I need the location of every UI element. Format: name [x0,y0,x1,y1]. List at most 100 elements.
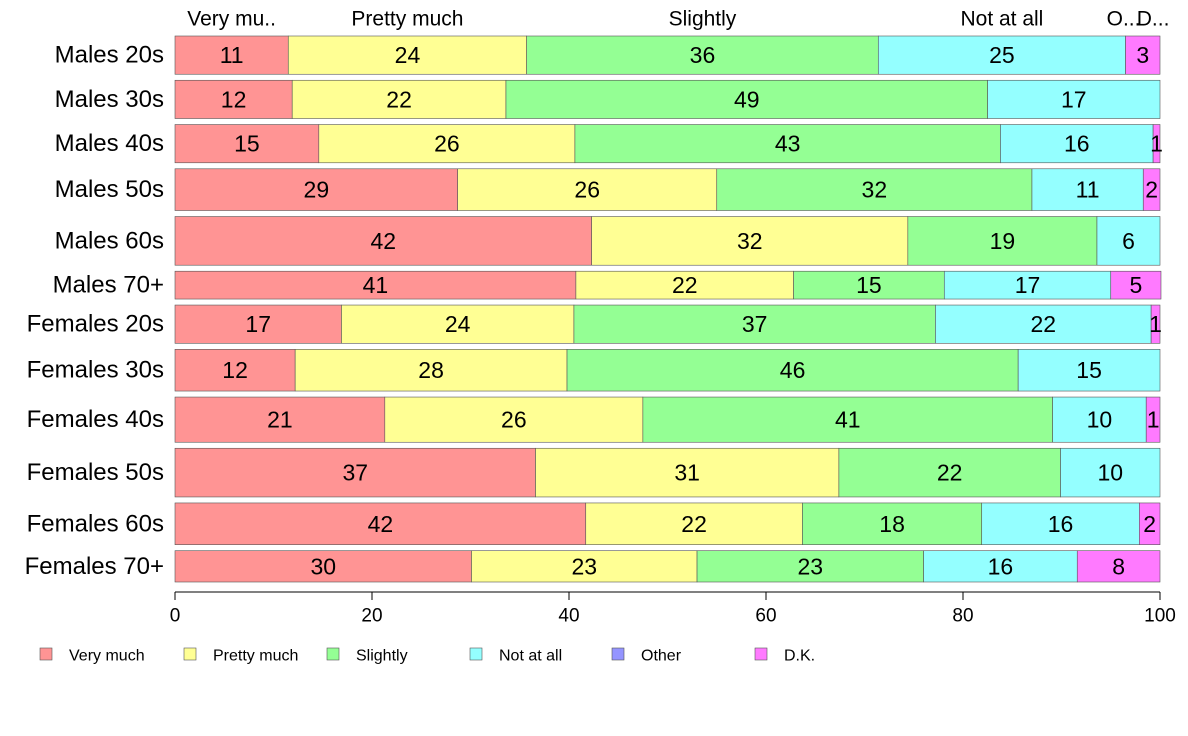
bar-segment [526,35,879,75]
data-label: 1 [1149,311,1162,337]
bar-row: Females 20s 17 24 37 22 1 [27,304,1162,344]
top-column-label: Very mu.. [187,8,276,31]
bar-segment [793,270,945,300]
data-label: 2 [1143,511,1156,537]
data-label: 22 [386,86,412,112]
data-label: 37 [342,460,368,486]
data-label: 22 [672,272,698,298]
bar-segment [877,35,1126,75]
bar-segment [987,79,1161,119]
bar-segment [174,502,587,545]
data-label: 19 [990,228,1016,254]
bar-row: Females 70+ 30 23 23 16 8 [25,550,1161,583]
data-label: 6 [1122,228,1135,254]
category-label: Males 20s [55,42,164,69]
legend-item: Not at all [469,647,562,665]
top-column-label: Slightly [669,8,737,31]
legend-item: Pretty much [183,647,298,665]
bar-row: Males 20s 11 24 36 25 3 [55,35,1161,75]
bar-segment [174,550,472,583]
bar-segment [174,396,386,443]
legend-swatch [611,647,625,661]
legend-item: Other [611,647,682,665]
legend-label: D.K. [784,648,815,665]
data-label: 12 [221,86,247,112]
data-label: 22 [1030,311,1056,337]
legend-swatch [469,647,483,661]
data-label: 22 [937,460,963,486]
data-label: 16 [1064,131,1090,157]
data-label: 32 [737,228,763,254]
x-tick-label: 0 [170,606,181,627]
bar-segment [1000,124,1154,164]
legend-swatch [754,647,768,661]
data-label: 25 [989,42,1015,68]
data-label: 24 [445,311,471,337]
data-label: 24 [395,42,421,68]
data-label: 5 [1129,272,1142,298]
data-label: 43 [775,131,801,157]
legend-item: D.K. [754,647,815,665]
data-label: 21 [267,407,293,433]
bar-segment [1052,396,1147,443]
bar-segment [471,550,698,583]
legend-label: Very much [69,648,145,665]
data-label: 42 [368,511,394,537]
bar-segment [1139,502,1161,545]
bar-segment [174,79,293,119]
bar-segment [838,447,1061,498]
data-label: 36 [690,42,716,68]
data-label: 15 [1076,357,1102,383]
bar-row: Males 60s 42 32 19 6 [55,216,1161,266]
bar-segment [1152,124,1161,164]
bar-segment [923,550,1078,583]
category-label: Females 50s [27,459,164,486]
bar-segment [585,502,803,545]
category-label: Males 60s [55,227,164,254]
legend-swatch [39,647,53,661]
bar-segment [1017,349,1161,392]
category-label: Females 40s [27,406,164,433]
bar-segment [943,270,1112,300]
bar-segment [1150,304,1161,344]
category-label: Females 30s [27,357,164,384]
data-label: 42 [371,228,397,254]
top-column-label: D... [1137,8,1170,31]
bar-segment [696,550,924,583]
bar-segment [505,79,988,119]
bar-segment [174,168,458,211]
bar-segment [574,124,1001,164]
bar-row: Females 50s 37 31 22 10 [27,447,1161,498]
bar-segment [174,304,342,344]
data-label: 12 [222,357,248,383]
category-label: Males 40s [55,130,164,157]
bar-segment [291,79,507,119]
data-label: 22 [681,511,707,537]
data-label: 17 [245,311,271,337]
bar-row: Females 60s 42 22 18 16 2 [27,502,1161,545]
bar-segment [457,168,718,211]
bar-segment [287,35,527,75]
x-axis: 0 20 40 60 80 100 [170,591,1176,627]
data-label: 30 [310,553,336,579]
top-column-label: Not at all [960,8,1043,31]
x-tick-label: 100 [1144,606,1176,627]
top-column-labels: Very mu.. Pretty much Slightly Not at all O.… [187,8,1169,31]
legend-label: Pretty much [213,648,298,665]
bar-segment [174,216,592,266]
data-label: 37 [742,311,768,337]
bar-segment [174,35,289,75]
data-label: 10 [1087,407,1113,433]
x-tick-label: 40 [558,606,579,627]
legend-swatch [183,647,197,661]
bar-segment [1060,447,1161,498]
bar-segment [174,349,296,392]
legend-label: Other [641,648,682,665]
top-column-label: Pretty much [351,8,463,31]
legend-swatch [326,647,340,661]
legend-label: Slightly [356,648,408,665]
bar-segment [1076,550,1161,583]
category-label: Males 70+ [53,272,164,299]
bar-segment [341,304,575,344]
